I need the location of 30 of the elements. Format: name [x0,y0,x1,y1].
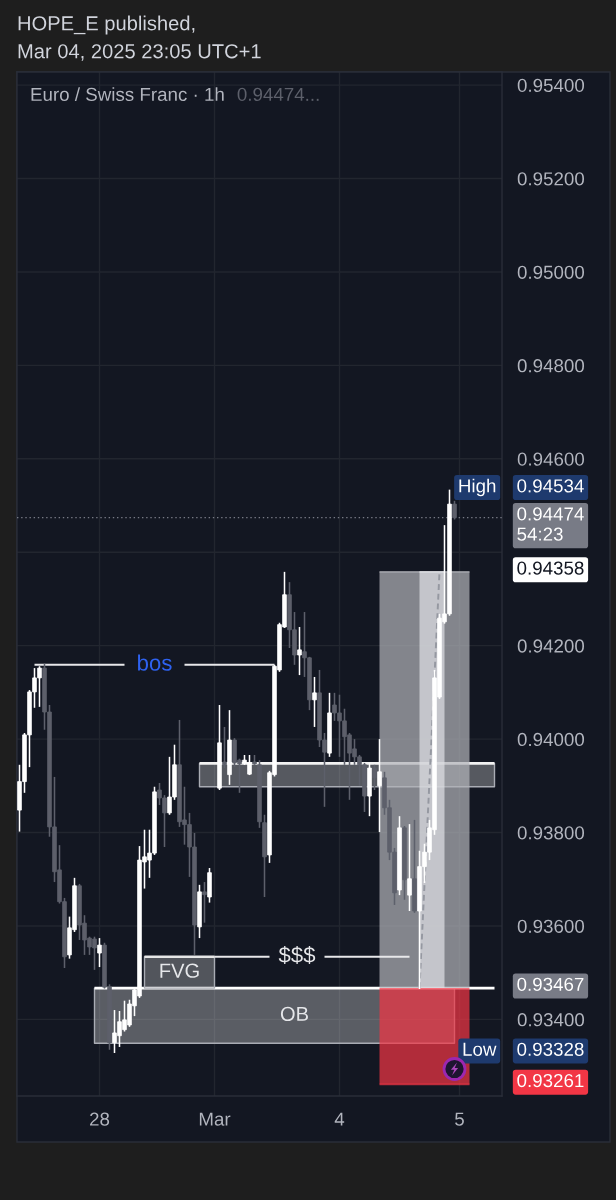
series-label: bos [138,654,172,671]
series-label: $$$ [278,946,316,965]
text: Euro / Swiss Franc · 1h [31,87,224,102]
text: 0.94358 [517,561,584,575]
text: 0.93261 [517,1073,584,1088]
ref-line-label: 0.94474 54:23 [517,507,584,541]
y-tick-label: 0.94000 [517,732,585,747]
series-label: FVG [160,963,199,978]
y-tick-label: 0.95000 [517,265,585,279]
y-tick-label: 0.94800 [517,359,585,373]
y-tick-label: 0.95200 [517,172,585,186]
text: HOPE_E published, [18,15,195,35]
x-tick-label: 28 [90,1112,110,1126]
series-label: OB [280,1006,308,1022]
text: 0.93328 [517,1042,584,1056]
x-tick-label: 4 [334,1112,345,1126]
y-tick-label: 0.94200 [517,639,585,653]
y-tick-label: 0.93800 [517,826,585,840]
text: 0.93467 [517,977,584,991]
y-tick-label: 0.95400 [517,78,585,93]
text: 0.94474... [237,87,319,102]
y-tick-label: 0.93600 [517,919,585,933]
annotation: Low [463,1042,497,1056]
text: 0.94534 [517,479,584,493]
y-tick-label: 0.94600 [517,452,585,466]
text: Mar 04, 2025 23:05 UTC+1 [18,44,261,61]
y-tick-label: 0.93400 [517,1013,585,1027]
x-tick-label: 5 [455,1112,464,1126]
annotation: High [459,478,496,497]
x-tick-label: Mar [199,1112,231,1126]
